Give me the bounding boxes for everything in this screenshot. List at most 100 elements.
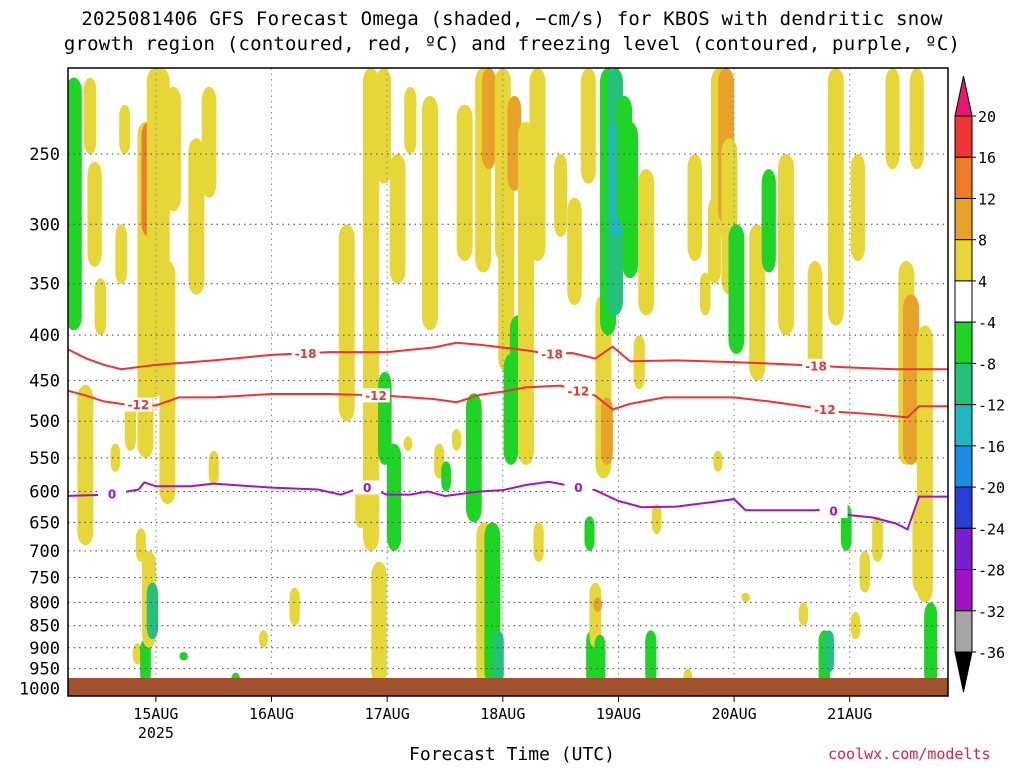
omega-region bbox=[651, 504, 662, 535]
omega-region bbox=[159, 261, 176, 505]
time-tick-label: 20AUG bbox=[711, 705, 756, 723]
time-tick-label: 18AUG bbox=[480, 705, 525, 723]
omega-region bbox=[140, 639, 151, 685]
omega-region bbox=[621, 121, 638, 279]
omega-region bbox=[87, 161, 102, 267]
omega-region bbox=[258, 630, 268, 648]
pressure-axis: 2503003504004505005506006507007508008509… bbox=[19, 145, 60, 699]
colorbar-tick-label: 12 bbox=[978, 190, 996, 208]
colorbar-bin bbox=[954, 239, 973, 282]
omega-region bbox=[179, 652, 188, 661]
omega-region bbox=[778, 154, 795, 336]
omega-region bbox=[110, 443, 121, 472]
omega-region bbox=[119, 104, 131, 155]
contour-freezing-label-bg bbox=[564, 480, 593, 495]
colorbar-bin bbox=[954, 404, 973, 447]
omega-region bbox=[421, 95, 438, 331]
colorbar-bin-bottom bbox=[954, 651, 973, 693]
pressure-tick-label: 700 bbox=[29, 542, 60, 562]
omega-region bbox=[741, 592, 750, 603]
omega-region bbox=[584, 516, 595, 551]
colorbar-tick-label: 16 bbox=[978, 149, 996, 167]
colorbar-bin bbox=[954, 115, 973, 158]
contour-minus12-label: -12 bbox=[365, 389, 387, 403]
pressure-tick-label: 450 bbox=[29, 372, 60, 392]
pressure-tick-label: 250 bbox=[29, 145, 60, 165]
omega-region bbox=[456, 104, 473, 262]
time-tick-label: 17AUG bbox=[365, 705, 410, 723]
omega-region bbox=[687, 154, 702, 262]
omega-region bbox=[638, 169, 655, 316]
chart-title-line2: growth region (contoured, red, ºC) and f… bbox=[63, 33, 961, 55]
omega-region bbox=[376, 68, 392, 184]
contour-minus12-label-bg bbox=[124, 397, 153, 412]
colorbar-tick-label: 20 bbox=[978, 108, 996, 126]
omega-region bbox=[289, 587, 300, 626]
omega-region bbox=[208, 450, 219, 485]
pressure-tick-label: 300 bbox=[29, 215, 60, 235]
colorbar-tick-label: -28 bbox=[978, 562, 1005, 580]
omega-region bbox=[507, 95, 522, 191]
omega-region bbox=[902, 294, 919, 465]
colorbar-tick-label: 4 bbox=[978, 273, 987, 291]
omega-region bbox=[201, 86, 217, 198]
omega-region bbox=[188, 138, 205, 295]
colorbar-tick-label: 8 bbox=[978, 232, 987, 250]
colorbar: 20 16 12 8 4 -4 -8 -12 -16 -20 -24 -28 -32 -36 bbox=[954, 75, 1005, 693]
colorbar-tick-label: -24 bbox=[978, 520, 1005, 538]
omega-region bbox=[807, 261, 823, 372]
colorbar-tick-label: -32 bbox=[978, 603, 1005, 621]
pressure-tick-label: 350 bbox=[29, 275, 60, 295]
omega-region bbox=[600, 397, 613, 465]
omega-region bbox=[909, 68, 924, 170]
colorbar-tick-label: -16 bbox=[978, 438, 1005, 456]
pressure-tick-label: 500 bbox=[29, 412, 60, 432]
omega-region bbox=[594, 634, 606, 685]
omega-region bbox=[859, 550, 870, 593]
contour-freezing-label: 0 bbox=[363, 481, 371, 495]
contour-minus18-line bbox=[68, 341, 948, 371]
omega-region bbox=[916, 325, 933, 603]
contour-minus12-label-bg bbox=[362, 388, 390, 403]
time-tick-sublabel: 2025 bbox=[138, 724, 174, 742]
omega-region bbox=[554, 154, 568, 237]
contour-minus18-label-bg bbox=[802, 358, 830, 373]
omega-region bbox=[728, 224, 745, 354]
dotted-grid bbox=[68, 68, 948, 696]
colorbar-tick-label: -8 bbox=[978, 355, 996, 373]
pressure-tick-label: 900 bbox=[29, 639, 60, 659]
pressure-tick-label: 600 bbox=[29, 482, 60, 502]
omega-region bbox=[633, 335, 645, 390]
omega-region bbox=[386, 443, 402, 551]
omega-region bbox=[529, 68, 546, 262]
contour-lines: -18 -18 -18 -12 -12 -12 -12 0 0 0 0 bbox=[68, 341, 948, 531]
contour-minus12-label: -12 bbox=[814, 403, 836, 417]
colorbar-bin bbox=[954, 197, 973, 241]
plot-frame bbox=[67, 67, 949, 697]
omega-region bbox=[83, 77, 97, 155]
contour-minus12-label-bg bbox=[810, 402, 839, 417]
omega-region bbox=[135, 528, 146, 562]
colorbar-bin bbox=[954, 527, 973, 571]
pressure-tick-label: 550 bbox=[29, 449, 60, 469]
colorbar-bin bbox=[954, 362, 973, 406]
omega-region bbox=[850, 154, 866, 262]
colorbar-bin bbox=[954, 321, 973, 364]
omega-region bbox=[761, 169, 776, 273]
pressure-tick-label: 950 bbox=[29, 660, 60, 680]
omega-region bbox=[371, 561, 387, 685]
omega-region bbox=[699, 272, 711, 316]
ground-bar bbox=[68, 678, 948, 696]
omega-region bbox=[466, 393, 482, 523]
omega-region bbox=[749, 224, 766, 381]
time-tick-label: 16AUG bbox=[249, 705, 294, 723]
pressure-tick-label: 650 bbox=[29, 513, 60, 533]
omega-region bbox=[798, 602, 809, 626]
contour-freezing-label-bg bbox=[819, 503, 848, 518]
contour-freezing-label: 0 bbox=[829, 504, 837, 518]
omega-region bbox=[492, 630, 504, 685]
omega-region bbox=[441, 461, 452, 492]
pressure-tick-label: 1000 bbox=[19, 679, 60, 699]
